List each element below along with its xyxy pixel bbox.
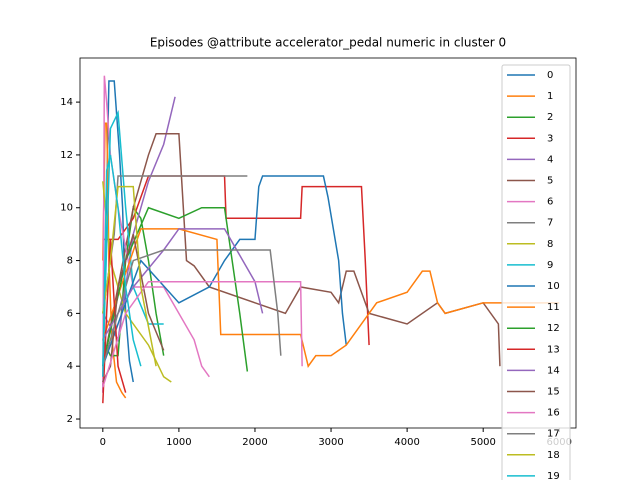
series-line <box>102 75 210 393</box>
legend-label: 12 <box>547 323 560 334</box>
legend-label: 4 <box>547 154 553 165</box>
x-tick-label: 3000 <box>318 437 343 448</box>
legend-label: 16 <box>547 408 560 419</box>
series-line <box>102 239 127 404</box>
x-tick-label: 1000 <box>166 437 191 448</box>
legend-label: 13 <box>547 344 560 355</box>
series-line <box>102 181 172 383</box>
legend-label: 18 <box>547 450 560 461</box>
chart-title: Episodes @attribute accelerator_pedal nu… <box>150 36 506 50</box>
series-line <box>102 175 348 367</box>
series-line <box>102 80 134 393</box>
legend-label: 6 <box>547 197 553 208</box>
y-tick-label: 12 <box>60 150 73 161</box>
y-tick-label: 14 <box>60 97 73 108</box>
y-tick-label: 10 <box>60 203 73 214</box>
y-tick-label: 6 <box>67 308 73 319</box>
legend-box <box>501 64 571 480</box>
series-line <box>102 280 303 388</box>
x-tick-label: 5000 <box>470 437 495 448</box>
legend-label: 9 <box>547 260 553 271</box>
legend-label: 5 <box>547 176 553 187</box>
y-tick-label: 2 <box>67 414 73 425</box>
legend-label: 17 <box>547 429 560 440</box>
legend-label: 7 <box>547 218 553 229</box>
x-tick-label: 2000 <box>242 437 267 448</box>
plot-frame <box>79 57 577 429</box>
legend-label: 14 <box>547 365 560 376</box>
x-tick-label: 0 <box>100 437 106 448</box>
y-tick-label: 8 <box>67 256 73 267</box>
legend-label: 2 <box>547 112 553 123</box>
legend-label: 10 <box>547 281 560 292</box>
legend-label: 0 <box>547 70 553 81</box>
series-line <box>102 185 157 367</box>
series-line <box>102 228 560 368</box>
legend-label: 11 <box>547 302 560 313</box>
legend-label: 19 <box>547 471 560 480</box>
legend-label: 1 <box>547 91 553 102</box>
legend-label: 8 <box>547 239 553 250</box>
x-tick-label: 4000 <box>394 437 419 448</box>
y-tick-label: 4 <box>67 361 73 372</box>
series-line <box>102 249 282 367</box>
legend-label: 3 <box>547 133 553 144</box>
series-line <box>102 206 249 372</box>
series-line <box>102 154 142 377</box>
legend-label: 15 <box>547 387 560 398</box>
